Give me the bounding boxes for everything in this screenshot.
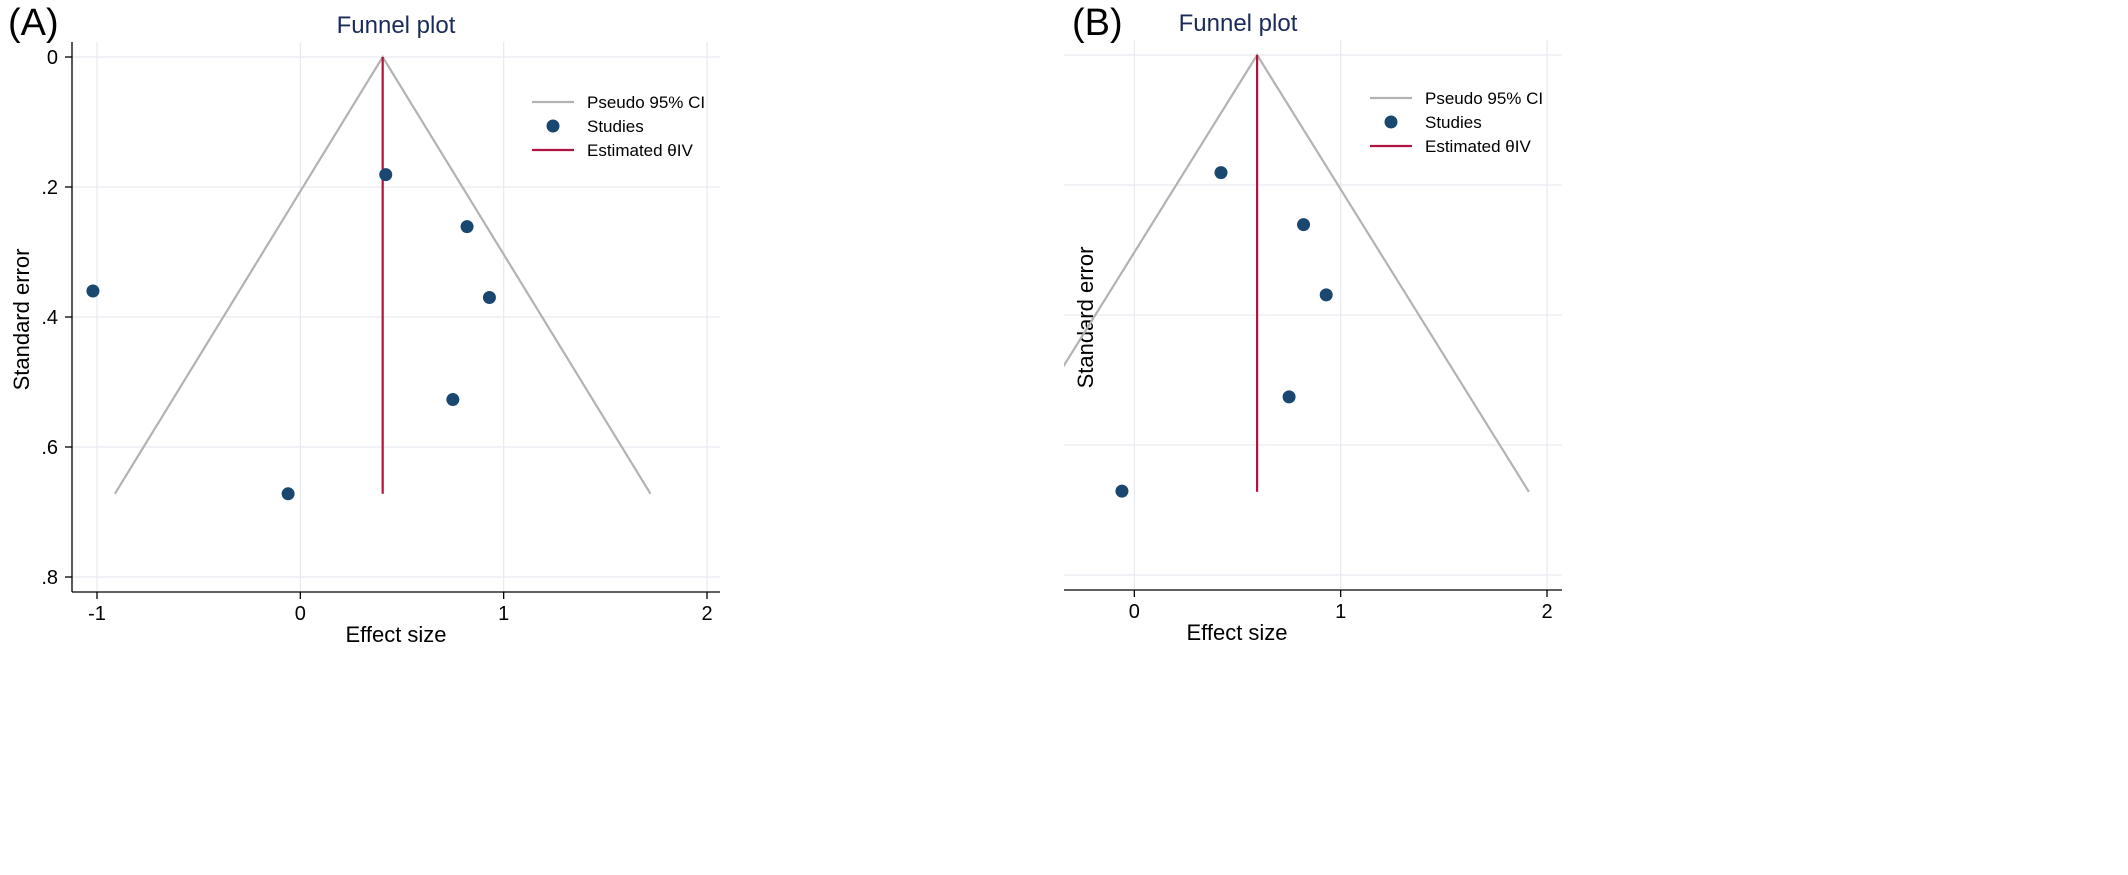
chart-title: Funnel plot [1179,10,1298,37]
study-point [379,168,393,182]
chart-title: Funnel plot [337,12,456,39]
legend-label: Studies [1425,113,1482,132]
x-tick-label: 0 [295,603,306,625]
study-point [460,220,474,234]
x-tick-label: 2 [701,603,712,625]
y-axis-label: Standard error [9,249,34,391]
legend-studies-swatch [546,119,560,133]
y-tick-label: 0 [47,47,58,69]
y-tick-label: .6 [41,437,58,459]
study-point [86,284,100,298]
legend-label: Estimated θIV [587,141,693,160]
study-point [1297,218,1311,232]
x-tick-label: 2 [1541,601,1552,623]
legend-label: Studies [587,117,644,136]
funnel-plot-a: Funnel plot 0 .2 .4 .6 .8 -1 0 1 2 Effect size Stan… [9,12,720,647]
y-tick-label: .8 [41,567,58,589]
panel-label: (B) [1072,2,1123,44]
x-tick-label: -1 [88,603,106,625]
y-tick-label: .2 [41,177,58,199]
x-axis-label: Effect size [345,622,446,647]
panel-label: (A) [8,2,59,44]
study-point [281,487,295,501]
x-axis-label: Effect size [1186,620,1287,645]
funnel-plot-panel-a: (A) Funnel plot 0 .2 .4 .6 .8 -1 0 1 2 Effect size… [8,2,720,647]
legend-label: Pseudo 95% CI [587,93,705,112]
x-tick-label: 0 [1129,601,1140,623]
x-tick-label: 1 [1335,601,1346,623]
legend-label: Estimated θIV [1425,137,1531,156]
y-tick-label: .4 [41,307,58,329]
x-tick-label: 1 [498,603,509,625]
study-point [1319,288,1333,302]
legend-studies-swatch [1384,115,1398,129]
study-point [1214,166,1228,180]
study-point [446,393,460,407]
study-point [1282,390,1296,404]
study-point [482,291,496,304]
study-point [1115,484,1129,498]
legend-label: Pseudo 95% CI [1425,89,1543,108]
